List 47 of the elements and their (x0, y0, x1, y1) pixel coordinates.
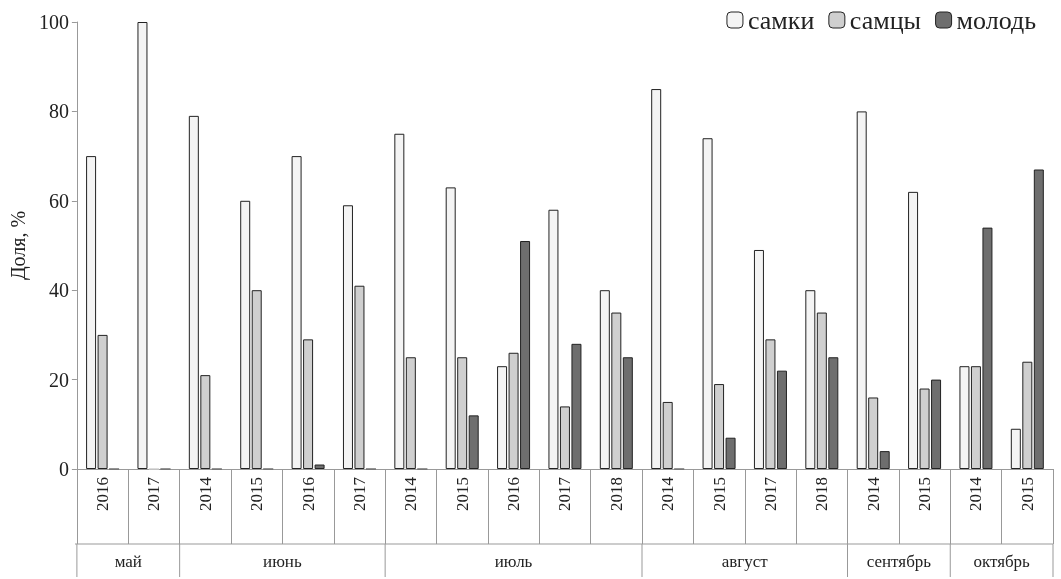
y-tick-label: 0 (58, 458, 69, 480)
text: август (721, 551, 769, 571)
bar (251, 290, 262, 469)
x-tick-label: 2017 (555, 476, 575, 511)
x-tick-label: 2018 (606, 477, 626, 511)
text: октябрь (973, 551, 1031, 571)
legend-label: молодь (956, 5, 1037, 35)
legend-label: самки (747, 5, 815, 35)
bar (137, 22, 148, 469)
x-tick-label: 2014 (966, 476, 986, 511)
bar (879, 451, 890, 469)
x-tick-label: 2014 (658, 476, 678, 511)
x-tick-label: 2014 (863, 476, 883, 511)
bar (405, 357, 416, 469)
y-axis-title: Доля, % (7, 210, 30, 281)
x-tick-label: 2016 (298, 477, 318, 511)
x-tick-label: 2015 (247, 477, 267, 511)
x-tick-label: 2016 (504, 477, 524, 511)
text: июнь (263, 551, 302, 571)
text: сентябрь (866, 551, 932, 571)
x-tick-label: 2014 (401, 476, 421, 511)
x-tick-label: 2017 (144, 476, 164, 511)
bar (622, 357, 633, 469)
bar (1033, 169, 1044, 469)
bar (662, 401, 673, 469)
text: июль (494, 551, 533, 571)
x-tick-label: 2015 (915, 477, 935, 511)
y-tick-label: 60 (48, 189, 69, 212)
x-tick-label: 2015 (709, 477, 729, 511)
bar (805, 290, 816, 469)
x-tick-label: 2017 (349, 476, 369, 511)
y-tick-label: 40 (48, 279, 69, 302)
x-tick-label: 2015 (1017, 477, 1037, 511)
y-tick-label: 80 (48, 100, 69, 123)
y-tick-label: 20 (48, 368, 69, 391)
x-tick-label: 2015 (452, 477, 472, 511)
x-tick-label: 2014 (195, 476, 215, 511)
x-tick-label: 2016 (93, 477, 113, 511)
x-tick-label: 2017 (760, 476, 780, 511)
bar (651, 89, 662, 469)
legend-label: самцы (849, 5, 922, 35)
bar (394, 133, 405, 469)
bar (240, 200, 251, 469)
y-tick-label: 100 (38, 11, 69, 33)
bar (468, 415, 479, 469)
text: май (114, 551, 142, 571)
x-tick-label: 2018 (812, 477, 832, 511)
